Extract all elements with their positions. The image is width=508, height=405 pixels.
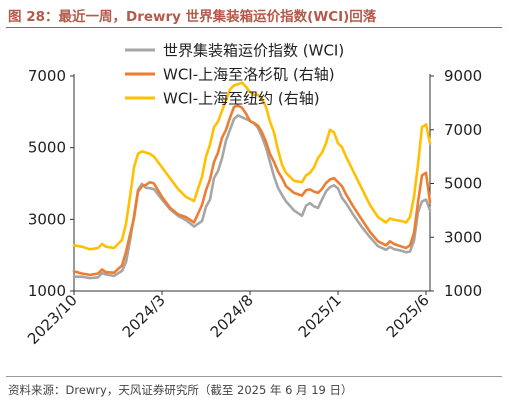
series-line-wci [72,114,432,280]
x-tick-label: 2024/3 [119,291,169,341]
y-right-tick-label: 9000 [444,67,482,85]
y-left-tick-label: 1000 [28,282,66,300]
y-right-tick-label: 1000 [444,282,482,300]
y-right-tick-label: 3000 [444,228,482,246]
series-line-shanghai_newyork [72,81,432,251]
y-left-tick-label: 3000 [28,210,66,228]
y-right-tick-label: 7000 [444,121,482,139]
legend-label-shanghai_newyork: WCI-上海至纽约 (右轴) [163,90,320,108]
series-line-shanghai_rotterdam [72,104,432,277]
x-tick-label: 2025/6 [383,291,433,341]
y-left-tick-label: 5000 [28,139,66,157]
legend-label-wci: 世界集装箱运价指数 (WCI) [163,42,344,60]
figure-title: 图 28：最近一周，Drewry 世界集装箱运价指数(WCI)回落 [8,5,376,25]
source-divider [6,376,502,377]
figure-title-text: 最近一周，Drewry 世界集装箱运价指数(WCI)回落 [58,9,377,25]
chart: 1000300050007000100030005000700090002023… [24,42,482,348]
source-note: 资料来源：Drewry，天风证券研究所（截至 2025 年 6 月 19 日） [8,383,353,397]
figure-title-prefix: 图 28： [8,9,59,25]
title-divider [6,27,502,28]
x-tick-label: 2025/1 [295,291,345,341]
x-tick-label: 2024/8 [207,291,257,341]
y-left-tick-label: 7000 [28,67,66,85]
legend-label-shanghai_rotterdam: WCI-上海至洛杉矶 (右轴) [163,66,335,84]
y-right-tick-label: 5000 [444,175,482,193]
